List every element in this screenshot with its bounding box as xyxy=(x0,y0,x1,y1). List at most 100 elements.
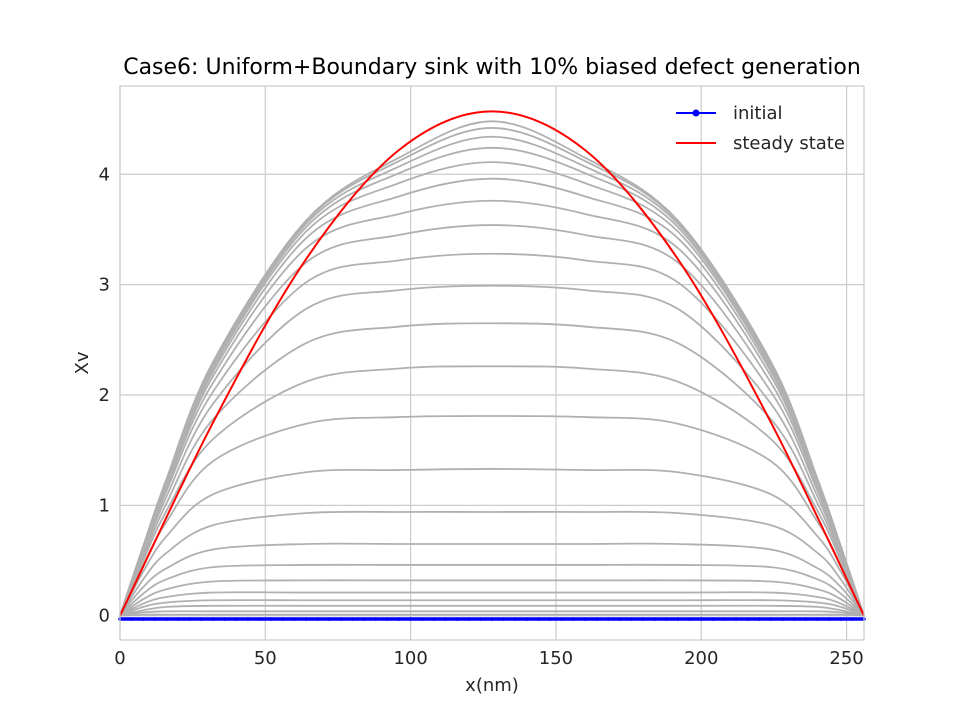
initial-series-marker xyxy=(373,617,378,621)
initial-series-marker xyxy=(327,617,332,621)
y-tick-label: 2 xyxy=(99,385,110,406)
initial-series-marker xyxy=(478,617,483,621)
x-tick-label: 250 xyxy=(829,648,863,669)
intermediate-series-line xyxy=(119,604,865,617)
initial-series-marker xyxy=(641,617,645,621)
intermediate-series-line xyxy=(119,468,865,617)
initial-series-marker xyxy=(257,617,262,621)
initial-series-marker xyxy=(780,617,785,621)
initial-series-marker xyxy=(455,617,459,621)
initial-series-marker xyxy=(594,617,599,621)
initial-series-marker xyxy=(676,617,680,621)
plot-area xyxy=(118,110,866,621)
initial-series-marker xyxy=(269,617,273,621)
y-tick-label: 0 xyxy=(99,606,110,627)
intermediate-series-line xyxy=(119,120,865,617)
initial-series-marker xyxy=(350,617,355,621)
initial-series-marker xyxy=(187,617,192,621)
initial-series-marker xyxy=(141,617,146,621)
initial-series-marker xyxy=(420,617,425,621)
initial-series-marker xyxy=(618,617,622,621)
initial-series-marker xyxy=(513,617,518,621)
initial-series-marker xyxy=(559,617,564,621)
initial-series-marker xyxy=(536,617,541,621)
initial-series-marker xyxy=(315,617,320,621)
initial-series-marker xyxy=(304,617,308,621)
initial-series-marker xyxy=(199,617,204,621)
initial-series-marker xyxy=(745,617,750,621)
legend-initial-label: initial xyxy=(733,103,783,124)
intermediate-series-line xyxy=(119,510,865,617)
legend-initial-marker xyxy=(692,109,700,117)
initial-series-marker xyxy=(629,617,634,621)
initial-series-marker xyxy=(408,617,413,621)
intermediate-series-line xyxy=(119,599,865,617)
initial-series-marker xyxy=(652,617,657,621)
initial-series-marker xyxy=(804,617,808,621)
initial-series-marker xyxy=(792,617,797,621)
initial-series-marker xyxy=(432,617,436,621)
tick-labels: 0 50 100 150 200 250 0 1 2 3 4 xyxy=(99,164,864,669)
intermediate-series-line xyxy=(119,613,865,617)
initial-series-marker xyxy=(827,617,831,621)
initial-series-marker xyxy=(769,617,773,621)
initial-series-marker xyxy=(850,617,855,621)
initial-series-marker xyxy=(571,617,576,621)
initial-series-marker xyxy=(339,617,343,621)
initial-series-marker xyxy=(490,617,494,621)
initial-series-marker xyxy=(246,617,250,621)
initial-series-marker xyxy=(362,617,366,621)
intermediate-series-line xyxy=(119,415,865,617)
intermediate-series-line xyxy=(119,284,865,617)
initial-series-marker xyxy=(548,617,552,621)
x-tick-label: 50 xyxy=(254,648,277,669)
chart-title: Case6: Uniform+Boundary sink with 10% bi… xyxy=(123,55,861,80)
initial-series-marker xyxy=(711,617,715,621)
intermediate-series-line xyxy=(119,252,865,617)
x-tick-label: 0 xyxy=(114,648,125,669)
legend-steady-label: steady state xyxy=(733,133,845,154)
initial-series-marker xyxy=(699,617,704,621)
intermediate-series-line xyxy=(119,322,865,617)
legend: initial steady state xyxy=(676,103,845,154)
x-tick-label: 200 xyxy=(684,648,718,669)
initial-series-marker xyxy=(443,617,448,621)
y-axis-label: Xv xyxy=(72,351,93,374)
initial-series-marker xyxy=(722,617,727,621)
initial-series-marker xyxy=(222,617,227,621)
y-tick-label: 4 xyxy=(99,164,110,185)
initial-series-marker xyxy=(176,617,180,621)
initial-series-marker xyxy=(292,617,297,621)
initial-series-marker xyxy=(164,617,169,621)
y-tick-label: 1 xyxy=(99,495,110,516)
initial-series-marker xyxy=(583,617,587,621)
intermediate-series-line xyxy=(119,542,865,617)
y-tick-label: 3 xyxy=(99,275,110,296)
initial-series-marker xyxy=(234,617,239,621)
intermediate-series-line xyxy=(119,591,865,617)
initial-series-marker xyxy=(397,617,401,621)
initial-series-marker xyxy=(838,617,843,621)
initial-series-marker xyxy=(606,617,611,621)
initial-series-marker xyxy=(466,617,471,621)
x-tick-label: 150 xyxy=(539,648,573,669)
x-axis-label: x(nm) xyxy=(465,675,519,696)
initial-series-marker xyxy=(734,617,738,621)
intermediate-series-line xyxy=(119,365,865,617)
x-tick-label: 100 xyxy=(393,648,427,669)
initial-series-marker xyxy=(211,617,215,621)
intermediate-series-line xyxy=(119,579,865,617)
initial-series-marker xyxy=(129,617,134,621)
initial-series-marker xyxy=(501,617,506,621)
intermediate-series-line xyxy=(119,563,865,617)
initial-series-marker xyxy=(525,617,529,621)
initial-series-marker xyxy=(280,617,285,621)
initial-series-marker xyxy=(153,617,157,621)
intermediate-series-line xyxy=(119,224,865,617)
initial-series-marker xyxy=(664,617,669,621)
plot-frame xyxy=(119,85,865,641)
initial-series-marker xyxy=(757,617,762,621)
steady-state-series-line xyxy=(119,110,865,617)
intermediate-series-line xyxy=(119,610,865,617)
